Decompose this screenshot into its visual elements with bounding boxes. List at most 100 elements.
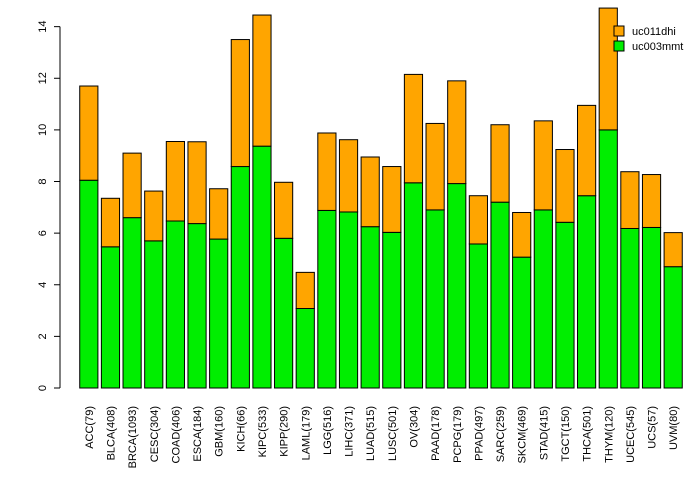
bar-uc011dhi xyxy=(187,141,207,225)
bar-uc003mmt xyxy=(252,145,272,389)
bar-uc003mmt xyxy=(620,227,640,389)
bar-uc003mmt xyxy=(468,243,488,389)
bar-uc003mmt xyxy=(577,195,597,389)
bar-uc003mmt xyxy=(598,129,618,389)
x-tick-label: UCS(57) xyxy=(647,406,659,449)
bar-uc011dhi xyxy=(295,271,315,310)
x-tick-label: KICH(66) xyxy=(235,406,247,452)
y-tick-label: 12 xyxy=(37,72,49,84)
x-tick-label: TGCT(150) xyxy=(560,406,572,462)
bar-uc003mmt xyxy=(425,209,445,389)
bars-group xyxy=(79,7,683,389)
legend-swatch xyxy=(613,25,625,37)
bar-uc003mmt xyxy=(165,220,185,389)
bar-uc003mmt xyxy=(230,166,250,389)
bar-uc011dhi xyxy=(620,171,640,229)
bar-uc011dhi xyxy=(338,139,359,213)
x-tick-label: UCEC(545) xyxy=(625,406,637,463)
x-tick-label: OV(304) xyxy=(408,406,420,448)
bar-uc011dhi xyxy=(512,211,532,258)
x-tick-label: LGG(516) xyxy=(322,406,334,455)
bar-uc011dhi xyxy=(209,188,229,240)
legend: uc011dhi uc003mmt xyxy=(613,25,683,53)
bar-uc003mmt xyxy=(403,182,424,389)
bar-uc003mmt xyxy=(274,237,294,389)
legend-label: uc003mmt xyxy=(632,41,683,53)
bar-uc003mmt xyxy=(187,223,207,389)
bar-uc003mmt xyxy=(512,256,532,389)
y-tick-label: 0 xyxy=(37,385,49,391)
legend-label: uc011dhi xyxy=(632,26,676,38)
bar-uc011dhi xyxy=(252,14,272,147)
bar-uc011dhi xyxy=(230,39,250,168)
x-tick-label: GBM(160) xyxy=(214,406,226,457)
bar-uc003mmt xyxy=(663,266,683,389)
bar-uc011dhi xyxy=(663,232,683,268)
x-tick-label: CESC(304) xyxy=(149,406,161,462)
bar-uc003mmt xyxy=(317,209,337,389)
x-tick-label: BRCA(1093) xyxy=(127,406,139,468)
x-tick-label: LAML(179) xyxy=(300,406,312,460)
x-tick-label: THYM(120) xyxy=(603,406,615,463)
x-tick-label: COAD(406) xyxy=(170,406,182,463)
x-tick-label: PCPG(179) xyxy=(452,406,464,463)
bar-uc011dhi xyxy=(144,190,164,242)
bar-uc011dhi xyxy=(100,197,121,248)
bar-uc003mmt xyxy=(382,231,402,389)
bar-uc003mmt xyxy=(100,246,121,389)
x-tick-label: ESCA(184) xyxy=(192,406,204,462)
bar-uc011dhi xyxy=(382,166,402,233)
y-tick-label: 10 xyxy=(37,124,49,136)
x-axis-labels: ACC(79) BLCA(408) BRCA(1093) CESC(304) COAD(… xyxy=(84,406,680,468)
bar-uc003mmt xyxy=(555,221,575,389)
x-tick-label: PAAD(178) xyxy=(430,406,442,461)
bar-uc011dhi xyxy=(555,149,575,223)
bar-uc011dhi xyxy=(641,174,662,228)
bar-uc011dhi xyxy=(447,80,467,185)
bar-uc011dhi xyxy=(490,124,510,203)
bar-uc011dhi xyxy=(274,181,294,239)
bar-uc003mmt xyxy=(490,201,510,389)
bar-uc011dhi xyxy=(598,7,618,131)
x-tick-label: BLCA(408) xyxy=(105,406,117,460)
bar-uc003mmt xyxy=(144,240,164,389)
x-tick-label: KIPC(533) xyxy=(257,406,269,457)
bar-uc003mmt xyxy=(295,308,315,389)
x-tick-label: STAD(415) xyxy=(538,406,550,460)
bar-uc011dhi xyxy=(403,73,424,184)
bar-uc003mmt xyxy=(122,217,142,389)
x-tick-label: ACC(79) xyxy=(84,406,96,449)
bar-uc011dhi xyxy=(468,195,488,245)
bar-uc003mmt xyxy=(79,179,99,389)
y-tick-label: 14 xyxy=(37,21,49,33)
bar-uc011dhi xyxy=(122,152,142,219)
x-tick-label: UVM(80) xyxy=(668,406,680,450)
bar-uc003mmt xyxy=(641,226,662,389)
x-tick-label: KIPP(290) xyxy=(279,406,291,457)
bar-uc011dhi xyxy=(577,104,597,197)
y-tick-label: 6 xyxy=(37,230,49,236)
x-tick-label: LIHC(371) xyxy=(344,406,356,457)
y-tick-label: 2 xyxy=(37,333,49,339)
x-tick-label: PPAD(497) xyxy=(473,406,485,461)
y-tick-label: 4 xyxy=(37,282,49,288)
bar-uc011dhi xyxy=(165,141,185,222)
bar-uc011dhi xyxy=(360,156,380,228)
bar-uc011dhi xyxy=(533,120,553,211)
legend-swatch xyxy=(613,40,625,52)
x-tick-label: LUAD(515) xyxy=(365,406,377,461)
y-tick-label: 8 xyxy=(37,178,49,184)
bar-uc003mmt xyxy=(447,183,467,389)
x-tick-label: SKCM(469) xyxy=(517,406,529,463)
x-tick-label: THCA(501) xyxy=(582,406,594,462)
bar-uc003mmt xyxy=(338,211,359,389)
bar-uc011dhi xyxy=(317,132,337,211)
bar-uc003mmt xyxy=(533,209,553,389)
x-tick-label: SARC(259) xyxy=(495,406,507,462)
bar-uc003mmt xyxy=(360,226,380,389)
x-tick-label: LUSC(501) xyxy=(387,406,399,461)
y-axis: 0 2 4 6 8 10 12 14 xyxy=(37,21,61,391)
bar-uc011dhi xyxy=(79,85,99,181)
bar-uc003mmt xyxy=(209,238,229,389)
